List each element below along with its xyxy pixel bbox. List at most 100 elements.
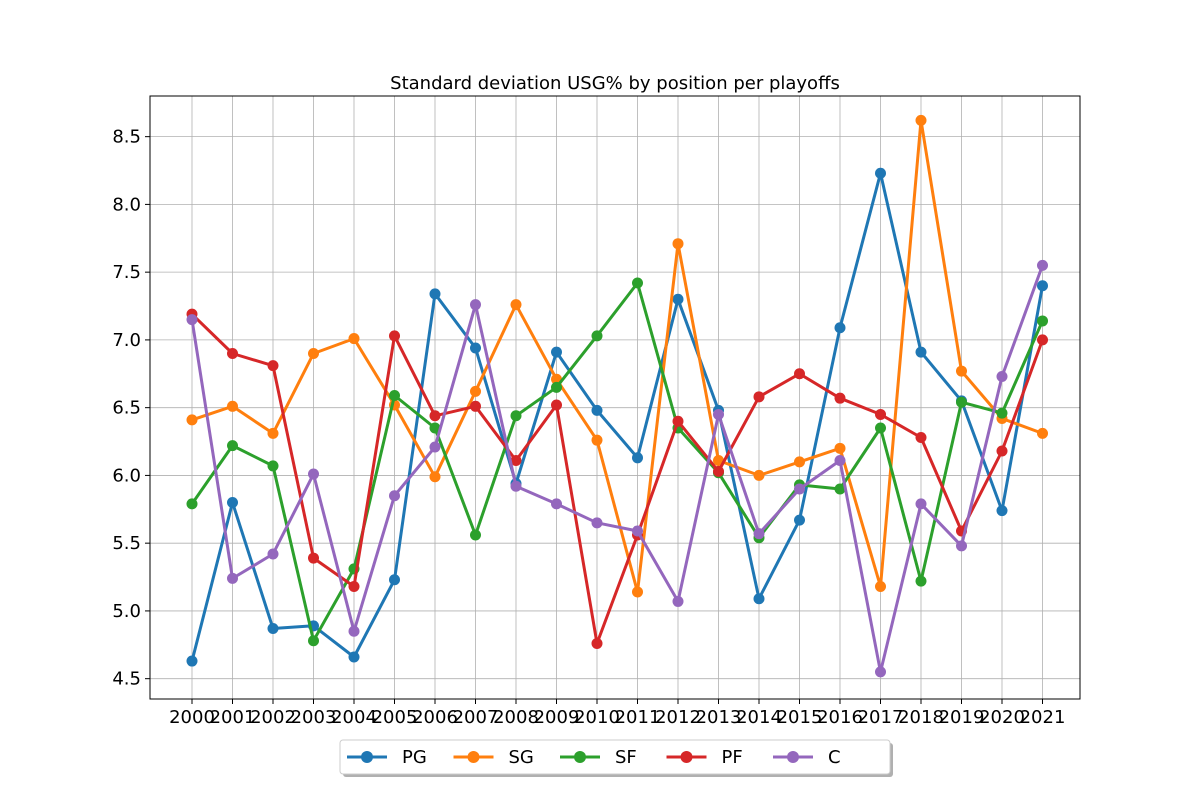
series-line-PG bbox=[190, 171, 1044, 662]
y-tick-label: 7.5 bbox=[112, 262, 141, 283]
data-point-PF bbox=[753, 391, 765, 403]
data-point-C bbox=[429, 441, 441, 453]
data-point-SF bbox=[551, 381, 562, 393]
data-point-SG bbox=[470, 385, 481, 397]
data-point-SF bbox=[632, 277, 643, 289]
y-tick-label: 4.5 bbox=[112, 669, 141, 690]
data-point-PF bbox=[591, 637, 603, 649]
x-tick-label: 2019 bbox=[939, 707, 985, 728]
legend: PG SG SF PF C bbox=[339, 739, 893, 777]
data-point-SG bbox=[875, 581, 886, 593]
data-point-C bbox=[713, 408, 724, 420]
data-point-PF bbox=[429, 410, 441, 422]
data-point-SF bbox=[308, 635, 319, 647]
data-point-C bbox=[186, 314, 198, 326]
data-point-SG bbox=[794, 456, 805, 468]
data-point-PG bbox=[1037, 280, 1048, 292]
data-point-PG bbox=[348, 651, 360, 663]
y-tick-label: 5.0 bbox=[112, 601, 141, 622]
data-point-PG bbox=[186, 655, 198, 667]
legend-label-SF: SF bbox=[615, 747, 637, 768]
data-point-PG bbox=[389, 574, 400, 586]
data-point-PF bbox=[794, 368, 805, 380]
chart-title: Standard deviation USG% by position per … bbox=[390, 73, 840, 94]
x-tick-label: 2004 bbox=[331, 707, 377, 728]
x-tick-label: 2000 bbox=[169, 707, 215, 728]
data-point-PF bbox=[348, 581, 360, 593]
data-point-SG bbox=[915, 114, 927, 126]
data-point-SG bbox=[956, 365, 967, 377]
data-point-SG bbox=[753, 469, 765, 481]
data-point-PG bbox=[227, 497, 238, 509]
data-point-SG bbox=[834, 442, 846, 454]
data-point-PF bbox=[713, 465, 724, 477]
x-tick-label: 2017 bbox=[858, 707, 904, 728]
data-point-SF bbox=[1037, 315, 1048, 327]
x-tick-label: 2013 bbox=[696, 707, 742, 728]
plot-area-frame bbox=[149, 95, 1081, 700]
legend-label-PG: PG bbox=[402, 747, 427, 768]
data-point-SF bbox=[915, 575, 927, 587]
series-line-PF bbox=[190, 313, 1044, 645]
series-line-C bbox=[190, 264, 1044, 674]
data-point-SF bbox=[875, 422, 886, 434]
data-point-SF bbox=[429, 422, 441, 434]
data-point-SG bbox=[227, 400, 238, 412]
data-point-PG bbox=[551, 346, 562, 358]
data-point-C bbox=[794, 483, 805, 495]
data-point-PF bbox=[227, 347, 238, 359]
data-point-PF bbox=[834, 392, 846, 404]
legend-marker-SF bbox=[574, 751, 586, 763]
data-point-PG bbox=[794, 514, 805, 526]
data-point-PG bbox=[834, 322, 846, 334]
legend-marker-SG bbox=[467, 751, 480, 763]
legend-marker-C bbox=[787, 751, 799, 763]
legend-item-SF: SF bbox=[560, 747, 637, 768]
data-point-C bbox=[551, 498, 562, 510]
data-point-PF bbox=[875, 408, 886, 420]
data-point-C bbox=[956, 540, 967, 552]
data-point-C bbox=[875, 666, 886, 678]
legend-frame bbox=[339, 739, 891, 775]
x-tick-label: 2011 bbox=[615, 707, 661, 728]
data-point-PF bbox=[510, 455, 522, 467]
y-tick-label: 6.0 bbox=[112, 465, 141, 486]
y-tick-label: 7.0 bbox=[112, 330, 141, 351]
data-point-SF bbox=[996, 407, 1008, 419]
y-tick-label: 8.0 bbox=[112, 194, 141, 215]
legend-marker-PG bbox=[361, 751, 373, 763]
series-SG bbox=[186, 114, 1048, 598]
x-tick-label: 2014 bbox=[736, 707, 782, 728]
data-point-PG bbox=[429, 288, 441, 300]
data-point-SG bbox=[632, 586, 643, 598]
y-tick-label: 8.5 bbox=[112, 127, 141, 148]
data-point-SG bbox=[186, 414, 198, 426]
legend-item-C: C bbox=[773, 747, 841, 768]
data-point-C bbox=[996, 370, 1008, 382]
data-point-C bbox=[470, 299, 481, 311]
series-line-SG bbox=[191, 118, 1044, 594]
data-point-SG bbox=[1037, 427, 1048, 439]
data-point-PF bbox=[996, 445, 1008, 457]
series-group bbox=[186, 114, 1048, 678]
data-point-SF bbox=[186, 498, 198, 510]
x-tick-label: 2009 bbox=[534, 707, 580, 728]
data-point-PG bbox=[672, 293, 684, 305]
x-tick-label: 2015 bbox=[777, 707, 823, 728]
x-tick-label: 2010 bbox=[574, 707, 620, 728]
x-tick-label: 2005 bbox=[372, 707, 418, 728]
x-tick-label: 2008 bbox=[493, 707, 539, 728]
data-point-SG bbox=[591, 434, 603, 446]
data-point-SF bbox=[591, 330, 603, 342]
data-point-C bbox=[510, 480, 522, 492]
data-point-C bbox=[308, 468, 319, 480]
data-point-C bbox=[267, 548, 279, 560]
x-tick-label: 2001 bbox=[210, 707, 256, 728]
data-point-PG bbox=[591, 404, 603, 416]
data-point-SF bbox=[510, 410, 522, 422]
data-point-SF bbox=[267, 460, 279, 472]
x-tick-label: 2006 bbox=[412, 707, 458, 728]
data-point-PG bbox=[875, 167, 886, 179]
y-tick-label: 6.5 bbox=[112, 398, 141, 419]
data-point-SG bbox=[429, 471, 441, 483]
